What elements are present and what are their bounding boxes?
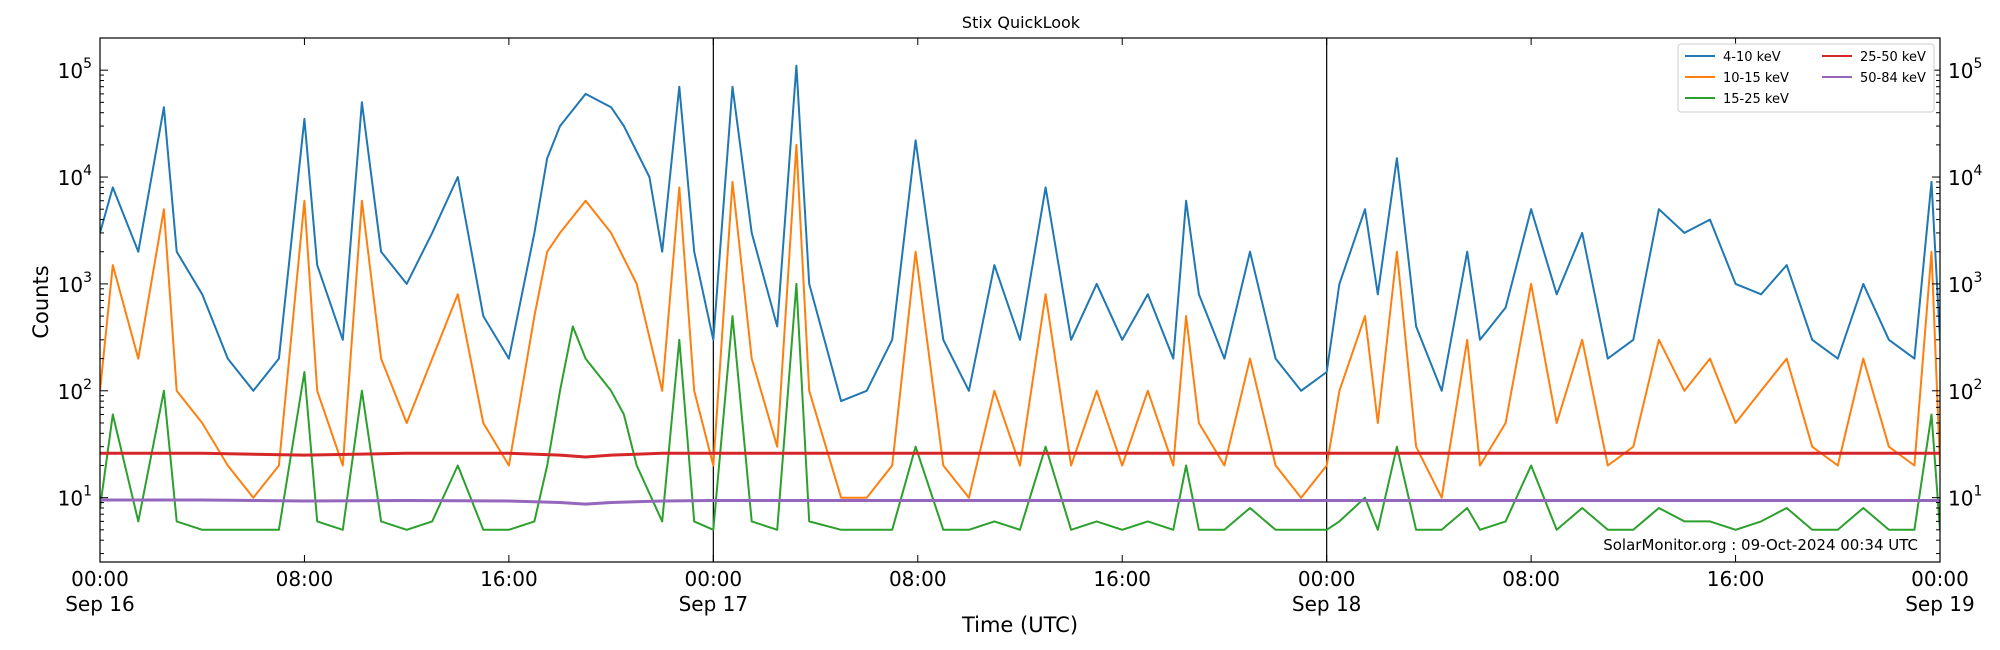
x-tick-label: 16:00 — [480, 567, 538, 591]
y-tick-label: 103 — [58, 270, 92, 297]
x-tick-label: 00:00 — [1911, 567, 1969, 591]
x-tick-label: 08:00 — [889, 567, 947, 591]
series-line-2 — [100, 143, 1940, 499]
series-line-5 — [100, 498, 1940, 506]
y-tick-base: 10 — [1948, 380, 1973, 404]
legend-entry-label: 10-15 keV — [1723, 71, 1789, 86]
y-tick-exponent: 4 — [83, 163, 92, 179]
y-tick-exponent: 3 — [83, 270, 92, 286]
series-line-3 — [100, 282, 1940, 531]
x-tick-date-label: Sep 17 — [679, 592, 749, 616]
legend-entry-label: 4-10 keV — [1723, 50, 1781, 65]
y-tick-label: 101 — [58, 484, 92, 511]
legend-entry-label: 25-50 keV — [1860, 50, 1926, 65]
x-axis-label: Time (UTC) — [961, 613, 1078, 637]
x-tick-label: 08:00 — [1502, 567, 1560, 591]
x-tick-date-label: Sep 16 — [65, 592, 135, 616]
y-tick-label-right: 101 — [1948, 484, 1982, 511]
x-tick-date-label: Sep 19 — [1905, 592, 1975, 616]
x-tick-label: 00:00 — [685, 567, 743, 591]
x-tick-label: 16:00 — [1093, 567, 1151, 591]
y-tick-base: 10 — [58, 380, 83, 404]
y-tick-base: 10 — [58, 166, 83, 190]
series-line-1 — [100, 64, 1940, 403]
chart-title: Stix QuickLook — [962, 13, 1081, 32]
y-tick-exponent: 1 — [83, 484, 92, 500]
y-tick-label: 105 — [58, 56, 92, 83]
y-tick-exponent: 5 — [83, 56, 92, 72]
series-line-4 — [100, 451, 1940, 459]
y-axis-label: Counts — [29, 265, 53, 338]
x-tick-date-label: Sep 18 — [1292, 592, 1362, 616]
legend-entry-label: 15-25 keV — [1723, 92, 1789, 107]
y-tick-exponent: 1 — [1973, 484, 1982, 500]
y-tick-base: 10 — [1948, 487, 1973, 511]
y-tick-label-right: 104 — [1948, 163, 1982, 190]
y-tick-exponent: 2 — [1973, 377, 1982, 393]
legend: 4-10 keV 10-15 keV 15-25 keV 25-50 keV 50-84… — [1677, 43, 1935, 113]
day-boundary-lines — [712, 38, 1328, 562]
y-tick-base: 10 — [1948, 273, 1973, 297]
x-tick-label: 00:00 — [71, 567, 129, 591]
y-tick-base: 10 — [1948, 59, 1973, 83]
series-layer — [100, 64, 1940, 531]
y-tick-exponent: 2 — [83, 377, 92, 393]
y-tick-exponent: 3 — [1973, 270, 1982, 286]
y-tick-label-right: 102 — [1948, 377, 1982, 404]
x-tick-label: 08:00 — [276, 567, 334, 591]
x-tick-label: 00:00 — [1298, 567, 1356, 591]
y-tick-base: 10 — [58, 487, 83, 511]
x-tick-label: 16:00 — [1707, 567, 1765, 591]
y-tick-base: 10 — [58, 59, 83, 83]
plot-area — [100, 38, 1940, 562]
y-tick-label-right: 103 — [1948, 270, 1982, 297]
y-tick-base: 10 — [58, 273, 83, 297]
credit-text: SolarMonitor.org : 09-Oct-2024 00:34 UTC — [1603, 536, 1918, 554]
y-tick-label: 104 — [58, 163, 92, 190]
legend-box — [1677, 43, 1935, 113]
y-tick-label-right: 105 — [1948, 56, 1982, 83]
y-tick-exponent: 5 — [1973, 56, 1982, 72]
legend-entry-label: 50-84 keV — [1860, 71, 1926, 86]
y-tick-label: 102 — [58, 377, 92, 404]
y-tick-exponent: 4 — [1973, 163, 1982, 179]
y-tick-base: 10 — [1948, 166, 1973, 190]
